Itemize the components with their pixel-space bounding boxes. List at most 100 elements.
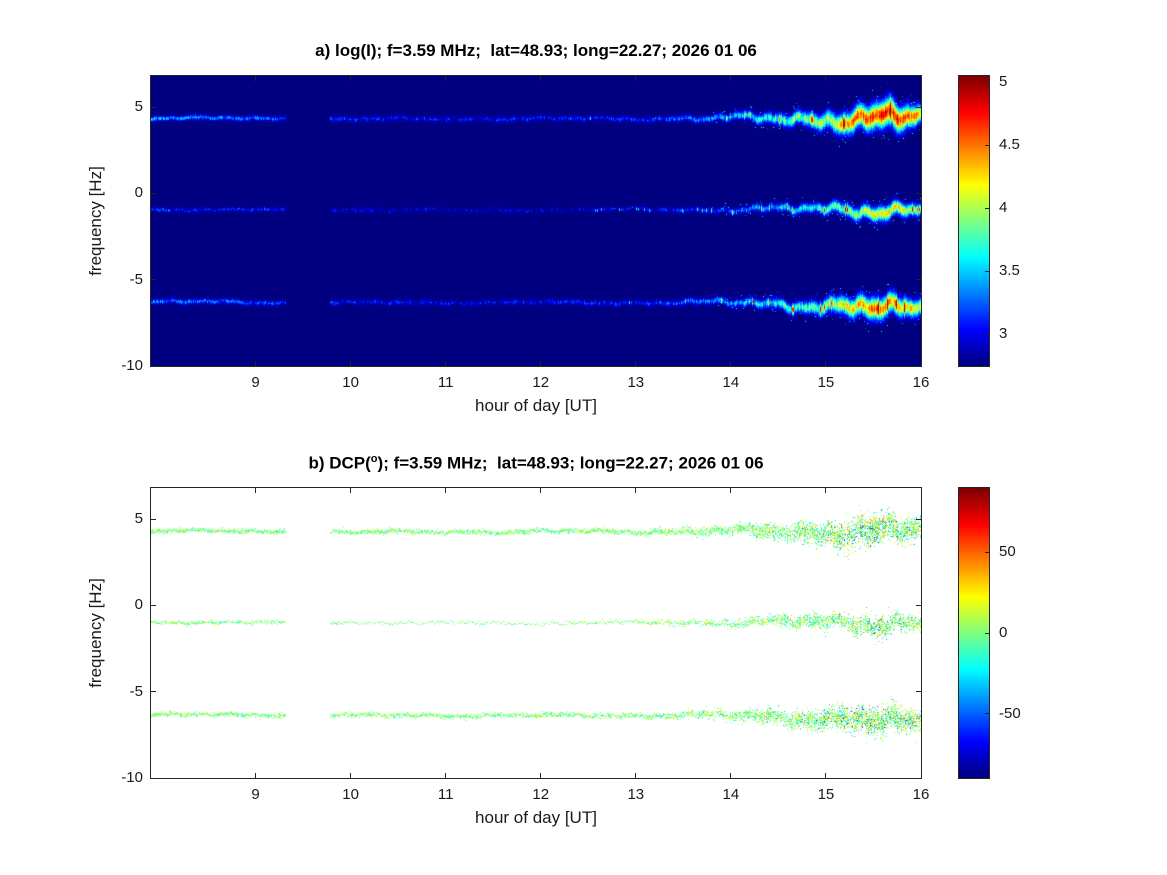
x-tick-mark <box>730 488 732 493</box>
colorbar-tick-mark <box>985 207 989 209</box>
x-tick-label: 14 <box>722 786 740 803</box>
x-tick-mark <box>540 488 542 493</box>
colorbar-tick-label: 3 <box>999 325 1008 343</box>
y-tick-label: 0 <box>134 596 143 614</box>
x-tick-label: 16 <box>912 786 930 803</box>
y-tick-label: -10 <box>121 357 143 374</box>
x-tick-label: 14 <box>722 374 740 391</box>
x-tick-mark <box>920 773 922 778</box>
x-tick-mark <box>255 773 257 778</box>
x-tick-label: 11 <box>437 374 454 391</box>
y-tick-mark <box>916 604 921 606</box>
x-tick-mark <box>825 773 827 778</box>
x-tick-label: 9 <box>251 786 260 803</box>
x-tick-label: 9 <box>251 374 260 391</box>
x-tick-mark <box>350 361 352 366</box>
x-tick-label: 11 <box>437 786 454 803</box>
x-tick-mark <box>350 76 352 81</box>
colorbar-tick-label: 50 <box>999 543 1016 561</box>
colorbar-tick-mark <box>985 632 989 634</box>
x-tick-mark <box>920 76 922 81</box>
title-superscript: o <box>370 453 378 465</box>
y-tick-mark <box>151 365 156 367</box>
x-tick-mark <box>920 488 922 493</box>
colorbar-tick-mark <box>985 713 989 715</box>
y-tick-label: -5 <box>129 270 143 288</box>
x-tick-label: 12 <box>532 786 550 803</box>
x-tick-mark <box>255 76 257 81</box>
colorbar-tick-label: 5 <box>999 73 1008 91</box>
colorbar-tick-mark <box>985 270 989 272</box>
plot-area: 9 10 11 12 13 14 15 16 5 0 -5 -10 <box>121 487 929 803</box>
x-tick-label: 15 <box>817 374 835 391</box>
y-tick-mark <box>151 604 156 606</box>
y-tick-mark <box>916 365 921 367</box>
y-tick-label: 5 <box>134 510 143 528</box>
colorbar-tick-mark <box>985 144 989 146</box>
x-tick-mark <box>635 488 637 493</box>
x-tick-mark <box>730 361 732 366</box>
x-tick-mark <box>920 361 922 366</box>
y-tick-label: 0 <box>134 184 143 202</box>
colorbar-tick-label: -50 <box>999 704 1021 722</box>
x-tick-mark <box>730 76 732 81</box>
title-text: ); f=3.59 MHz; lat=48.93; long=22.27; 20… <box>377 453 764 473</box>
x-tick-mark <box>255 361 257 366</box>
colorbar: 50 0 -50 <box>958 487 1021 779</box>
x-tick-mark <box>540 76 542 81</box>
x-tick-mark <box>540 773 542 778</box>
colorbar-tick-label: 0 <box>999 624 1008 641</box>
x-tick-label: 12 <box>532 374 550 391</box>
y-tick-mark <box>916 691 921 693</box>
spectrogram-canvas <box>151 76 921 366</box>
x-tick-mark <box>825 488 827 493</box>
x-tick-label: 15 <box>817 786 835 803</box>
y-tick-mark <box>151 106 156 108</box>
y-tick-mark <box>151 691 156 693</box>
x-tick-label: 13 <box>627 374 645 391</box>
x-tick-mark <box>350 488 352 493</box>
colorbar-tick-mark <box>985 551 989 553</box>
colorbar-tick-label: 4 <box>999 199 1008 217</box>
y-tick-mark <box>916 518 921 520</box>
y-tick-mark <box>916 106 921 108</box>
x-tick-label: 10 <box>342 786 359 803</box>
spectrogram-canvas <box>151 488 921 778</box>
colorbar-tick-mark <box>985 333 989 335</box>
x-tick-mark <box>730 773 732 778</box>
chart-title: a) log(I); f=3.59 MHz; lat=48.93; long=2… <box>150 41 922 61</box>
x-tick-mark <box>825 361 827 366</box>
x-tick-mark <box>445 773 447 778</box>
x-tick-mark <box>350 773 352 778</box>
y-tick-label: -5 <box>129 682 143 700</box>
x-tick-mark <box>635 361 637 366</box>
colorbar: 5 4.5 4 3.5 3 <box>958 73 1020 367</box>
colorbar-tick-label: 4.5 <box>999 136 1020 154</box>
colorbar-tick-label: 3.5 <box>999 262 1020 280</box>
x-axis-label: hour of day [UT] <box>475 396 597 415</box>
y-tick-mark <box>151 192 156 194</box>
x-tick-mark <box>635 773 637 778</box>
x-tick-mark <box>445 76 447 81</box>
y-tick-mark <box>916 192 921 194</box>
colorbar-canvas <box>959 488 989 778</box>
x-tick-label: 10 <box>342 374 359 391</box>
y-tick-mark <box>151 279 156 281</box>
x-tick-mark <box>635 76 637 81</box>
plot-area: 9 10 11 12 13 14 15 16 5 0 -5 -10 <box>121 75 929 391</box>
x-tick-mark <box>540 361 542 366</box>
x-tick-label: 13 <box>627 786 645 803</box>
x-tick-label: 16 <box>912 374 930 391</box>
title-text: b) DCP( <box>308 453 371 473</box>
y-tick-mark <box>916 777 921 779</box>
x-tick-mark <box>445 361 447 366</box>
y-tick-label: -10 <box>121 769 143 786</box>
y-tick-mark <box>151 777 156 779</box>
y-tick-mark <box>151 518 156 520</box>
x-tick-mark <box>445 488 447 493</box>
x-tick-mark <box>825 76 827 81</box>
colorbar-canvas <box>959 76 989 366</box>
